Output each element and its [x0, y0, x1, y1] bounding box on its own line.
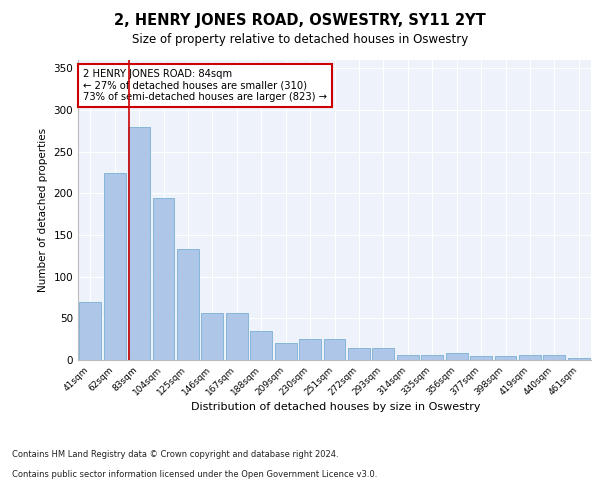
Bar [397, 355, 419, 360]
Bar [250, 331, 272, 360]
Bar [202, 312, 223, 360]
Y-axis label: Number of detached properties: Number of detached properties [38, 128, 48, 292]
Bar [519, 355, 541, 360]
Bar [177, 249, 199, 360]
Bar [373, 348, 394, 360]
Bar [79, 302, 101, 360]
Bar [152, 198, 175, 360]
Text: Size of property relative to detached houses in Oswestry: Size of property relative to detached ho… [132, 32, 468, 46]
Bar [446, 354, 467, 360]
Bar [226, 312, 248, 360]
Bar [568, 358, 590, 360]
Text: Contains public sector information licensed under the Open Government Licence v3: Contains public sector information licen… [12, 470, 377, 479]
Bar [348, 348, 370, 360]
Text: 2, HENRY JONES ROAD, OSWESTRY, SY11 2YT: 2, HENRY JONES ROAD, OSWESTRY, SY11 2YT [114, 12, 486, 28]
Bar [494, 356, 517, 360]
Text: Distribution of detached houses by size in Oswestry: Distribution of detached houses by size … [191, 402, 481, 412]
Bar [421, 355, 443, 360]
Bar [299, 339, 321, 360]
Text: 2 HENRY JONES ROAD: 84sqm
← 27% of detached houses are smaller (310)
73% of semi: 2 HENRY JONES ROAD: 84sqm ← 27% of detac… [83, 69, 327, 102]
Text: Contains HM Land Registry data © Crown copyright and database right 2024.: Contains HM Land Registry data © Crown c… [12, 450, 338, 459]
Bar [544, 355, 565, 360]
Bar [104, 174, 125, 360]
Bar [275, 342, 296, 360]
Bar [470, 356, 492, 360]
Bar [323, 339, 346, 360]
Bar [128, 126, 150, 360]
